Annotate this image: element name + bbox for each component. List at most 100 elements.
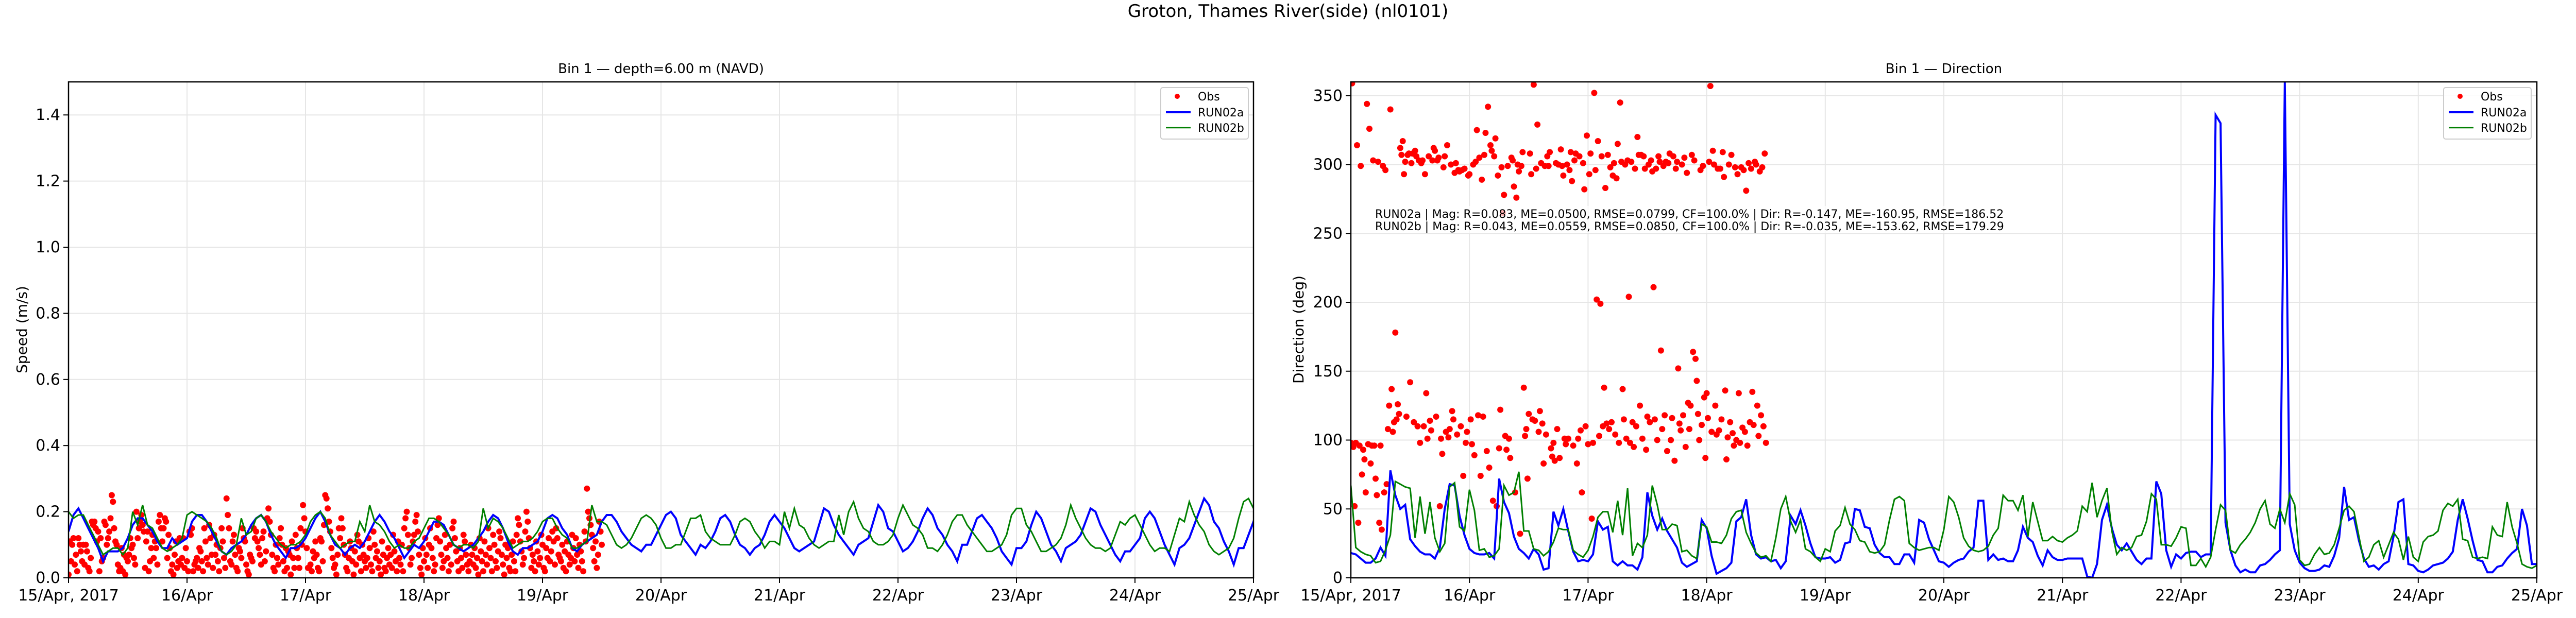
speed-obs-point — [416, 552, 422, 558]
direction-obs-point — [1504, 163, 1511, 169]
speed-obs-point — [275, 561, 282, 568]
direction-obs-point — [1540, 460, 1547, 467]
speed-obs-point — [290, 555, 296, 561]
speed-obs-point — [368, 561, 374, 568]
speed-obs-point — [125, 558, 131, 564]
speed-obs-point — [107, 515, 114, 522]
direction-obs-point — [1543, 431, 1549, 438]
speed-obs-point — [222, 564, 229, 571]
speed-obs-point — [409, 555, 415, 561]
direction-obs-point — [1469, 441, 1475, 448]
direction-obs-point — [1603, 420, 1610, 427]
speed-obs-point — [172, 552, 178, 558]
direction-obs-point — [1754, 402, 1760, 409]
direction-obs-point — [1755, 433, 1762, 439]
direction-xtick-label: 18/Apr — [1681, 587, 1733, 605]
direction-obs-point — [1597, 300, 1604, 307]
speed-obs-point — [566, 561, 573, 568]
speed-obs-point — [512, 568, 519, 575]
direction-obs-point — [1477, 473, 1484, 479]
direction-obs-point — [1760, 423, 1767, 430]
speed-obs-point — [74, 568, 80, 575]
speed-obs-point — [391, 548, 398, 555]
direction-obs-point — [1648, 157, 1654, 164]
direction-axes-frame — [1350, 81, 2538, 579]
legend-run02a-label: RUN02a — [2481, 107, 2527, 119]
direction-obs-point — [1498, 164, 1505, 170]
direction-xtick-label: 20/Apr — [1918, 587, 1970, 605]
speed-obs-point — [590, 545, 597, 552]
speed-obs-point — [253, 528, 260, 535]
speed-obs-point — [410, 538, 416, 545]
speed-obs-point — [91, 518, 98, 525]
speed-obs-point — [449, 525, 456, 531]
speed-obs-point — [487, 555, 494, 561]
speed-obs-point — [301, 515, 308, 522]
direction-obs-point — [1528, 171, 1535, 178]
speed-obs-point — [457, 555, 464, 561]
speed-obs-point — [221, 555, 227, 561]
direction-obs-point — [1472, 159, 1479, 165]
speed-obs-point — [75, 535, 82, 541]
speed-obs-point — [70, 535, 77, 541]
direction-obs-point — [1598, 153, 1605, 160]
direction-obs-point — [1489, 497, 1496, 504]
direction-legend: Obs RUN02a RUN02b — [2443, 87, 2532, 140]
speed-ytick-label: 0.4 — [36, 437, 60, 455]
direction-obs-point — [1651, 416, 1658, 423]
direction-obs-point — [1676, 420, 1683, 427]
speed-obs-point — [546, 535, 552, 541]
speed-obs-point — [557, 558, 564, 564]
speed-obs-point — [370, 528, 377, 535]
direction-obs-point — [1438, 435, 1444, 442]
direction-obs-point — [1629, 419, 1636, 425]
speed-obs-point — [131, 555, 137, 561]
speed-obs-point — [210, 564, 216, 571]
direction-obs-point — [1359, 471, 1365, 478]
speed-obs-point — [388, 564, 395, 571]
direction-obs-point — [1366, 126, 1372, 132]
speed-obs-point — [261, 558, 268, 564]
speed-obs-point — [257, 552, 263, 558]
speed-ylabel: Speed (m/s) — [13, 286, 30, 373]
direction-obs-point — [1560, 172, 1567, 179]
direction-obs-point — [1530, 82, 1537, 88]
speed-obs-point — [425, 564, 431, 571]
speed-ytick-label: 1.0 — [36, 238, 60, 256]
speed-obs-point — [547, 558, 553, 564]
speed-obs-point — [371, 541, 378, 548]
direction-obs-point — [1402, 159, 1409, 165]
speed-xtick-label: 20/Apr — [635, 587, 687, 605]
speed-obs-point — [375, 564, 382, 571]
speed-obs-point — [432, 561, 438, 568]
direction-obs-point — [1479, 176, 1485, 183]
speed-obs-point — [190, 568, 196, 575]
direction-obs-point — [1653, 165, 1659, 172]
direction-xtick-label: 24/Apr — [2393, 587, 2445, 605]
speed-obs-point — [401, 525, 408, 531]
direction-obs-point — [1575, 435, 1582, 442]
speed-obs-point — [312, 538, 319, 545]
direction-ytick-label: 250 — [1313, 225, 1343, 243]
speed-xtick-label: 24/Apr — [1109, 587, 1161, 605]
figure-title: Groton, Thames River(side) (nl0101) — [1127, 1, 1449, 22]
direction-obs-point — [1556, 455, 1563, 461]
speed-obs-point — [442, 531, 448, 538]
speed-obs-point — [292, 531, 299, 538]
direction-obs-point — [1444, 142, 1450, 148]
direction-obs-point — [1467, 416, 1474, 423]
direction-ytick-label: 50 — [1323, 500, 1343, 518]
speed-obs-point — [197, 548, 204, 555]
direction-obs-point — [1364, 100, 1370, 107]
speed-obs-point — [459, 564, 466, 571]
direction-obs-point — [1758, 412, 1765, 419]
direction-obs-point — [1517, 530, 1523, 537]
direction-obs-point — [1737, 439, 1743, 446]
speed-obs-point — [229, 538, 236, 545]
speed-obs-point — [493, 558, 499, 564]
direction-obs-point — [1566, 167, 1573, 174]
speed-obs-point — [313, 552, 320, 558]
direction-obs-point — [1547, 149, 1553, 156]
speed-xtick-label: 25/Apr — [1228, 587, 1280, 605]
speed-obs-point — [481, 538, 488, 545]
